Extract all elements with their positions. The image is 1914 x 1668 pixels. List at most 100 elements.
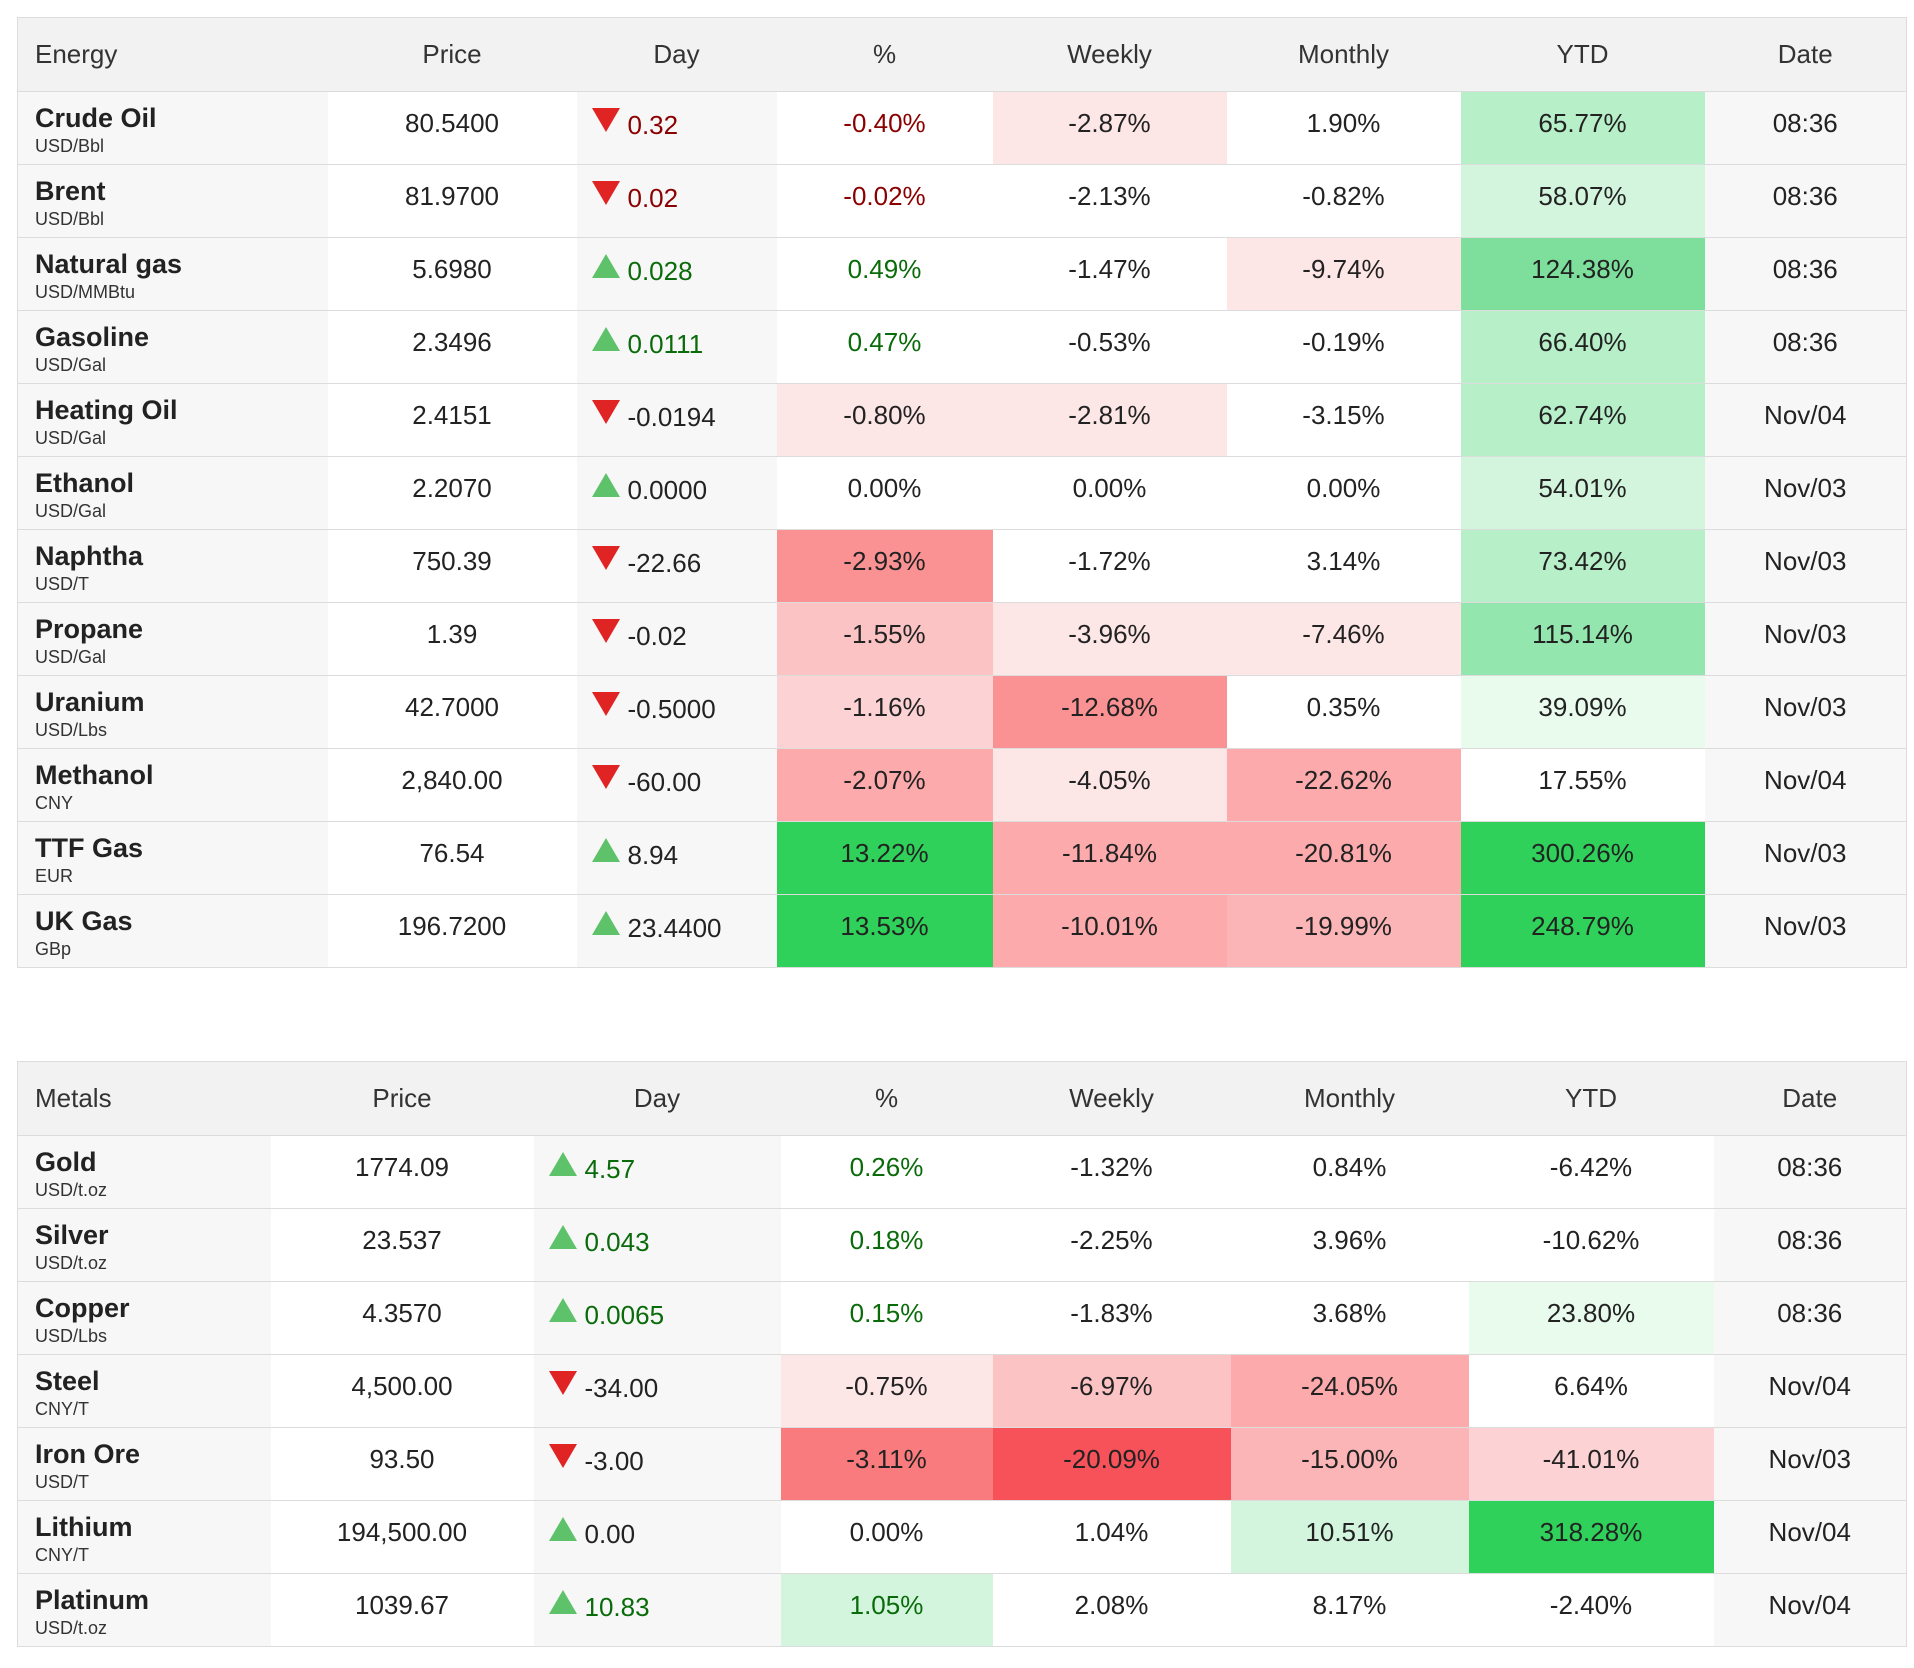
instrument-name[interactable]: Propane [35, 614, 144, 644]
instrument-cell[interactable]: Steel CNY/T [17, 1354, 271, 1428]
day-change-value: 0.043 [584, 1227, 650, 1257]
instrument-name[interactable]: Heating Oil [35, 395, 178, 425]
table-row[interactable]: Brent USD/Bbl 81.9700 0.02 -0.02% -2.13% -0.82… [17, 164, 1907, 238]
table-row[interactable]: Propane USD/Gal 1.39 -0.02 -1.55% -3.96% -7.46… [17, 602, 1907, 676]
monthly-header[interactable]: Monthly [1230, 1061, 1469, 1136]
monthly-header[interactable]: Monthly [1226, 17, 1461, 92]
price-cell: 2,840.00 [327, 748, 577, 822]
ytd-header[interactable]: YTD [1460, 17, 1705, 92]
table-row[interactable]: Lithium CNY/T 194,500.00 0.00 0.00% 1.04% 10.5… [17, 1500, 1907, 1574]
ytd-change-cell: 39.09% [1460, 675, 1705, 749]
date-cell: Nov/03 [1704, 675, 1907, 749]
instrument-unit: USD/Lbs [35, 720, 108, 740]
table-row[interactable]: Copper USD/Lbs 4.3570 0.0065 0.15% -1.83% 3.68… [17, 1281, 1907, 1355]
date-header[interactable]: Date [1713, 1061, 1907, 1136]
category-header[interactable]: Energy [17, 17, 328, 92]
instrument-cell[interactable]: Ethanol USD/Gal [17, 456, 328, 530]
table-row[interactable]: Steel CNY/T 4,500.00 -34.00 -0.75% -6.97% -24.… [17, 1354, 1907, 1428]
instrument-name[interactable]: Natural gas [35, 249, 183, 279]
table-row[interactable]: Methanol CNY 2,840.00 -60.00 -2.07% -4.05% -22… [17, 748, 1907, 822]
instrument-cell[interactable]: Lithium CNY/T [17, 1500, 271, 1574]
percent-change-cell: -0.40% [776, 91, 993, 165]
metals-header-row: Metals Price Day% Weekly Monthly YTD Date [17, 1061, 1907, 1136]
instrument-cell[interactable]: TTF Gas EUR [17, 821, 328, 895]
instrument-name[interactable]: UK Gas [35, 906, 133, 936]
day-header[interactable]: Day [576, 17, 777, 92]
weekly-change-cell: 1.04% [992, 1500, 1231, 1574]
instrument-name[interactable]: Ethanol [35, 468, 134, 498]
instrument-name[interactable]: Brent [35, 176, 106, 206]
day-header[interactable]: Day [533, 1061, 781, 1136]
percent-header[interactable]: % [776, 17, 993, 92]
ytd-header[interactable]: YTD [1468, 1061, 1714, 1136]
instrument-unit: USD/Gal [35, 647, 107, 667]
up-arrow-icon [548, 1590, 577, 1614]
instrument-cell[interactable]: Uranium USD/Lbs [17, 675, 328, 749]
price-cell: 2.3496 [327, 310, 577, 384]
instrument-name[interactable]: Silver [35, 1220, 109, 1250]
instrument-name[interactable]: Copper [35, 1293, 130, 1323]
price-cell: 76.54 [327, 821, 577, 895]
table-row[interactable]: Platinum USD/t.oz 1039.67 10.83 1.05% 2.08% 8.… [17, 1573, 1907, 1647]
instrument-name[interactable]: Naphtha [35, 541, 143, 571]
instrument-cell[interactable]: Heating Oil USD/Gal [17, 383, 328, 457]
table-row[interactable]: Naphtha USD/T 750.39 -22.66 -2.93% -1.72% 3.14… [17, 529, 1907, 603]
instrument-cell[interactable]: Naphtha USD/T [17, 529, 328, 603]
down-arrow-icon [591, 181, 620, 205]
table-row[interactable]: Gold USD/t.oz 1774.09 4.57 0.26% -1.32% 0.84% -… [17, 1135, 1907, 1209]
instrument-cell[interactable]: Copper USD/Lbs [17, 1281, 271, 1355]
instrument-cell[interactable]: Propane USD/Gal [17, 602, 328, 676]
table-row[interactable]: Crude Oil USD/Bbl 80.5400 0.32 -0.40% -2.87% 1… [17, 91, 1907, 165]
instrument-cell[interactable]: Iron Ore USD/T [17, 1427, 271, 1501]
instrument-cell[interactable]: Brent USD/Bbl [17, 164, 328, 238]
table-row[interactable]: Natural gas USD/MMBtu 5.6980 0.028 0.49% -1.4… [17, 237, 1907, 311]
weekly-change-cell: -2.81% [992, 383, 1227, 457]
price-header[interactable]: Price [327, 17, 577, 92]
instrument-cell[interactable]: Gold USD/t.oz [17, 1135, 271, 1209]
instrument-name[interactable]: Methanol [35, 760, 154, 790]
instrument-cell[interactable]: Methanol CNY [17, 748, 328, 822]
instrument-name[interactable]: Gold [35, 1147, 97, 1177]
table-row[interactable]: Gasoline USD/Gal 2.3496 0.0111 0.47% -0.53% -0… [17, 310, 1907, 384]
instrument-name[interactable]: Lithium [35, 1512, 133, 1542]
instrument-cell[interactable]: Crude Oil USD/Bbl [17, 91, 328, 165]
instrument-cell[interactable]: Gasoline USD/Gal [17, 310, 328, 384]
instrument-name[interactable]: TTF Gas [35, 833, 144, 863]
date-cell: Nov/04 [1704, 748, 1907, 822]
up-arrow-icon [548, 1152, 577, 1176]
instrument-cell[interactable]: Natural gas USD/MMBtu [17, 237, 328, 311]
ytd-change-cell: 23.80% [1468, 1281, 1714, 1355]
instrument-name[interactable]: Crude Oil [35, 103, 157, 133]
instrument-cell[interactable]: Platinum USD/t.oz [17, 1573, 271, 1647]
table-row[interactable]: Heating Oil USD/Gal 2.4151 -0.0194 -0.80% -2.… [17, 383, 1907, 457]
table-row[interactable]: Silver USD/t.oz 23.537 0.043 0.18% -2.25% 3.96… [17, 1208, 1907, 1282]
table-row[interactable]: Uranium USD/Lbs 42.7000 -0.5000 -1.16% -12.68… [17, 675, 1907, 749]
price-cell: 1774.09 [270, 1135, 534, 1209]
instrument-cell[interactable]: UK Gas GBp [17, 894, 328, 968]
date-cell: 08:36 [1704, 91, 1907, 165]
ytd-change-cell: 73.42% [1460, 529, 1705, 603]
weekly-header[interactable]: Weekly [992, 1061, 1231, 1136]
table-row[interactable]: Iron Ore USD/T 93.50 -3.00 -3.11% -20.09% -15.… [17, 1427, 1907, 1501]
instrument-name[interactable]: Gasoline [35, 322, 150, 352]
price-header[interactable]: Price [270, 1061, 534, 1136]
monthly-change-cell: 10.51% [1230, 1500, 1469, 1574]
percent-change-cell: 0.15% [780, 1281, 993, 1355]
weekly-change-cell: -4.05% [992, 748, 1227, 822]
percent-header[interactable]: % [780, 1061, 993, 1136]
instrument-name[interactable]: Uranium [35, 687, 145, 717]
category-header[interactable]: Metals [17, 1061, 271, 1136]
table-row[interactable]: Ethanol USD/Gal 2.2070 0.0000 0.00% 0.00% 0.00… [17, 456, 1907, 530]
instrument-name[interactable]: Iron Ore [35, 1439, 141, 1469]
table-row[interactable]: TTF Gas EUR 76.54 8.94 13.22% -11.84% -20.81% 3… [17, 821, 1907, 895]
instrument-name[interactable]: Steel [35, 1366, 100, 1396]
instrument-unit: USD/Gal [35, 355, 107, 375]
weekly-header[interactable]: Weekly [992, 17, 1227, 92]
instrument-cell[interactable]: Silver USD/t.oz [17, 1208, 271, 1282]
table-row[interactable]: UK Gas GBp 196.7200 23.4400 13.53% -10.01% -19… [17, 894, 1907, 968]
energy-rows: Crude Oil USD/Bbl 80.5400 0.32 -0.40% -2.87% 1… [17, 91, 1907, 968]
date-header[interactable]: Date [1704, 17, 1907, 92]
instrument-name[interactable]: Platinum [35, 1585, 150, 1615]
day-change-value: 8.94 [627, 840, 679, 870]
ytd-change-cell: 66.40% [1460, 310, 1705, 384]
